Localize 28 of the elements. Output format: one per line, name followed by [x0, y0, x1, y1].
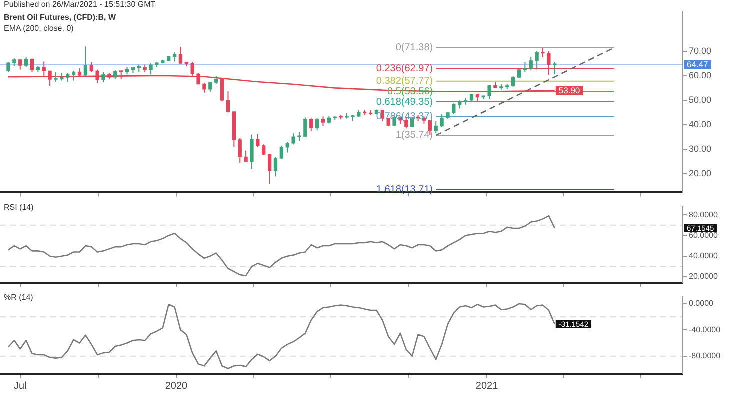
ref-line-label: 1(35.74)	[396, 130, 434, 142]
y-tick-label: 40.0000	[689, 252, 718, 261]
annotation: 53.90	[558, 86, 580, 96]
x-tick-label: 2020	[165, 380, 188, 392]
ref-line-label: 0.382(57.77)	[376, 76, 434, 88]
y-tick-label: 30.00	[689, 144, 712, 154]
annotation: 64.47	[687, 60, 709, 70]
ref-line-label: 0.236(62.97)	[376, 63, 434, 74]
text: EMA (200, close, 0)	[4, 24, 74, 33]
chart-title: Brent Oil Futures, (CFD):B, W	[4, 13, 116, 22]
x-tick-label: Jul	[14, 380, 27, 392]
y-tick-label: 50.00	[689, 94, 712, 105]
y-tick-label: 0.0000	[689, 299, 714, 308]
y-tick-label: 70.00	[689, 46, 712, 56]
y-tick-label: -80.0000	[689, 352, 722, 361]
text: Published on 26/Mar/2021 - 15:51:30 GMT	[4, 0, 156, 9]
x-tick-label: 2021	[476, 380, 499, 392]
ref-line-label: 0(71.38)	[396, 42, 434, 54]
y-tick-label: 60.0000	[689, 230, 718, 240]
y-tick-label: 20.00	[689, 168, 712, 179]
y-tick-label: 60.00	[689, 70, 712, 80]
y-tick-label: -40.0000	[689, 325, 722, 334]
ref-line-label: 0.618(49.35)	[376, 96, 434, 108]
y-tick-label: 80.0000	[689, 210, 718, 220]
y-tick-label: 40.00	[689, 120, 712, 130]
chart-title: RSI (14)	[4, 203, 34, 212]
chart-title: %R (14)	[4, 293, 34, 302]
y-tick-label: 20.0000	[689, 272, 718, 282]
